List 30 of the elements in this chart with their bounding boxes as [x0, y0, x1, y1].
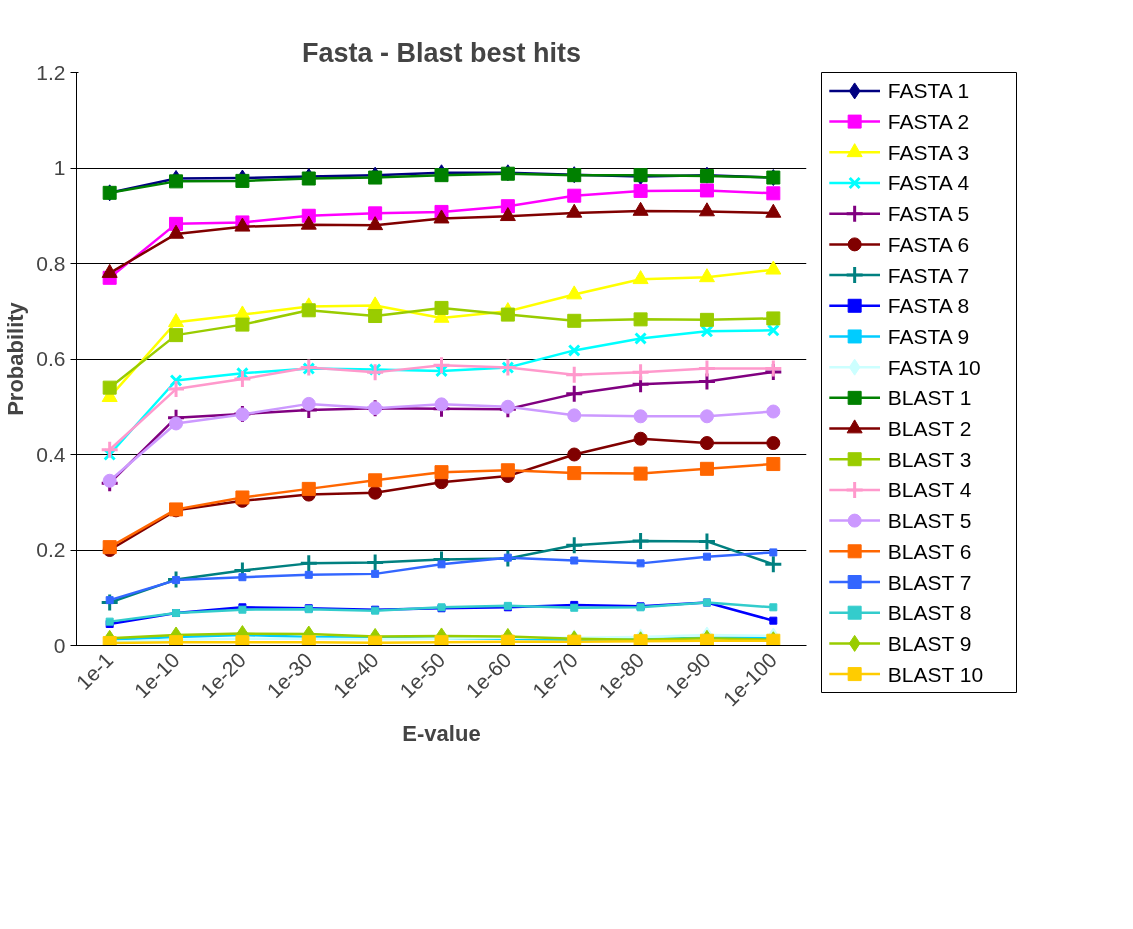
legend-label: BLAST 10: [887, 662, 984, 686]
legend-label: BLAST 4: [887, 478, 972, 502]
legend-label: FASTA 1: [887, 79, 970, 103]
y-tick-label: 0.2: [36, 538, 66, 561]
legend-label: BLAST 1: [887, 386, 972, 410]
legend-label: FASTA 10: [887, 355, 981, 379]
legend-label: FASTA 9: [887, 324, 970, 348]
y-axis-title: Probability: [3, 301, 29, 416]
y-tick-label: 0.6: [36, 347, 66, 370]
legend-label: BLAST 5: [887, 509, 972, 533]
legend-label: FASTA 7: [887, 263, 970, 287]
y-tick-label: 0.4: [36, 442, 66, 466]
legend-label: BLAST 8: [887, 601, 972, 625]
legend-label: BLAST 9: [887, 631, 972, 655]
legend-label: FASTA 4: [887, 171, 970, 195]
legend-label: FASTA 8: [887, 294, 970, 318]
y-tick-label: 0.8: [36, 251, 66, 275]
legend-label: BLAST 7: [887, 570, 972, 594]
legend-label: FASTA 6: [887, 232, 970, 256]
y-tick-label: 1: [53, 156, 66, 179]
y-tick-label: 1.2: [36, 60, 66, 84]
legend-label: BLAST 2: [887, 417, 972, 441]
legend-label: FASTA 5: [887, 202, 970, 226]
legend-label: BLAST 3: [887, 447, 972, 471]
x-axis-title: E-value: [402, 720, 481, 746]
chart-title: Fasta - Blast best hits: [301, 37, 582, 68]
legend-label: FASTA 3: [887, 140, 970, 164]
y-tick-label: 0: [53, 633, 66, 657]
legend-label: FASTA 2: [887, 110, 970, 134]
legend-label: BLAST 6: [887, 539, 972, 563]
